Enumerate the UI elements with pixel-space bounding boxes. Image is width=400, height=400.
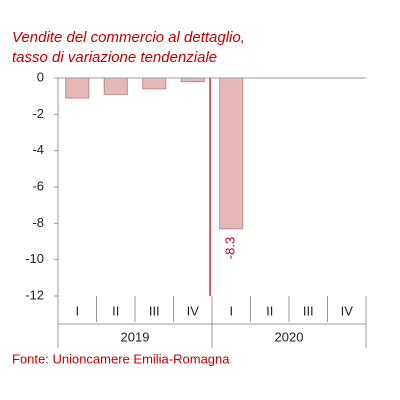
y-tick-label: 0 [37, 69, 44, 84]
x-tick-label: IV [187, 303, 200, 318]
y-tick-label: -10 [25, 251, 44, 266]
bar [65, 77, 90, 99]
data-label: -8.3 [223, 237, 238, 259]
x-tick-label: II [266, 303, 273, 318]
y-tick-label: -8 [32, 215, 44, 230]
chart-title: tasso di variazione tendenziale [12, 49, 217, 66]
x-tick-label: III [149, 303, 160, 318]
x-tick-label: I [75, 303, 79, 318]
bar [103, 77, 128, 95]
source-note: Fonte: Unioncamere Emilia-Romagna [12, 351, 230, 366]
chart-title: Vendite del commercio al dettaglio, [12, 29, 245, 46]
y-tick-label: -4 [32, 142, 44, 157]
y-tick-label: -6 [32, 178, 44, 193]
x-tick-label: III [303, 303, 314, 318]
y-tick-label: -2 [32, 106, 44, 121]
bar [180, 77, 205, 83]
group-label: 2019 [121, 329, 150, 344]
group-label: 2020 [275, 329, 304, 344]
bar [219, 77, 244, 230]
y-tick-label: -12 [25, 287, 44, 302]
x-tick-label: II [112, 303, 119, 318]
x-tick-label: I [229, 303, 233, 318]
x-tick-label: IV [341, 303, 354, 318]
bar [142, 77, 167, 90]
